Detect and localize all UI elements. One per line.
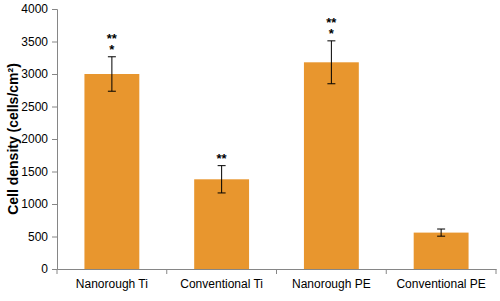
significance-marker: ** xyxy=(217,151,228,166)
significance-marker: * xyxy=(109,42,115,57)
y-tick-mark xyxy=(52,42,57,43)
y-tick-label: 2000 xyxy=(21,132,48,146)
x-axis: Nanorough Ti Conventional Ti Nanorough PE C… xyxy=(58,269,497,291)
error-bar xyxy=(218,166,226,193)
plot: 0 500 1000 1500 2000 2500 3000 3500 4000 Nanoroug… xyxy=(21,2,496,290)
y-tick: 3000 xyxy=(21,67,57,81)
error-line xyxy=(437,236,445,237)
y-tick-mark xyxy=(52,9,57,10)
y-tick-label: 1500 xyxy=(21,165,48,179)
bar xyxy=(304,62,359,269)
y-tick: 500 xyxy=(28,230,57,244)
y-axis-title: Cell density (cells/cm²) xyxy=(5,63,21,215)
y-tick: 0 xyxy=(41,262,57,276)
y-tick-mark xyxy=(52,237,57,238)
y-tick: 2500 xyxy=(21,100,57,114)
category-separator xyxy=(57,269,58,274)
category-separator xyxy=(386,269,387,274)
marks xyxy=(84,41,468,269)
x-tick-label: Nanorough PE xyxy=(292,277,371,291)
y-axis-line xyxy=(52,10,58,270)
y-tick-label: 500 xyxy=(28,230,48,244)
x-tick-label: Conventional PE xyxy=(396,277,485,291)
x-tick: Conventional Ti xyxy=(180,269,263,291)
x-tick-label: Nanorough Ti xyxy=(76,277,148,291)
y-tick: 4000 xyxy=(21,2,57,16)
y-tick-label: 2500 xyxy=(21,100,48,114)
x-tick: Nanorough Ti xyxy=(76,269,148,291)
x-tick: Conventional PE xyxy=(396,269,485,291)
y-tick: 1000 xyxy=(21,197,57,211)
y-tick: 2000 xyxy=(21,132,57,146)
significance-marker: * xyxy=(329,26,335,41)
y-tick-mark xyxy=(52,269,57,270)
y-tick-label: 3500 xyxy=(21,35,48,49)
y-axis: 0 500 1000 1500 2000 2500 3000 3500 4000 xyxy=(21,2,57,276)
error-bar xyxy=(437,229,445,236)
y-tick: 1500 xyxy=(21,165,57,179)
error-bar xyxy=(327,41,335,84)
y-tick-label: 3000 xyxy=(21,67,48,81)
y-tick-label: 0 xyxy=(41,262,48,276)
error-line xyxy=(327,83,335,84)
error-bar xyxy=(108,57,116,91)
error-line xyxy=(441,229,442,236)
category-separator xyxy=(496,269,497,274)
bar xyxy=(194,179,249,269)
y-tick-mark xyxy=(52,139,57,140)
error-line xyxy=(108,91,116,92)
y-tick: 3500 xyxy=(21,35,57,49)
annotations: ******** xyxy=(107,15,338,166)
error-line xyxy=(218,192,226,193)
category-separator xyxy=(166,269,167,274)
y-tick-mark xyxy=(52,204,57,205)
y-tick-label: 1000 xyxy=(21,197,48,211)
error-line xyxy=(111,57,112,91)
error-line xyxy=(331,41,332,84)
x-tick: Nanorough PE xyxy=(292,269,371,291)
bar xyxy=(84,74,139,269)
y-tick-mark xyxy=(52,107,57,108)
chart: 0 500 1000 1500 2000 2500 3000 3500 4000 Nanoroug… xyxy=(0,0,500,301)
y-tick-mark xyxy=(52,172,57,173)
bar xyxy=(414,233,469,269)
x-tick-label: Conventional Ti xyxy=(180,277,263,291)
error-line xyxy=(437,229,445,230)
error-line xyxy=(221,166,222,193)
y-tick-mark xyxy=(52,74,57,75)
category-separator xyxy=(276,269,277,274)
y-tick-label: 4000 xyxy=(21,2,48,16)
